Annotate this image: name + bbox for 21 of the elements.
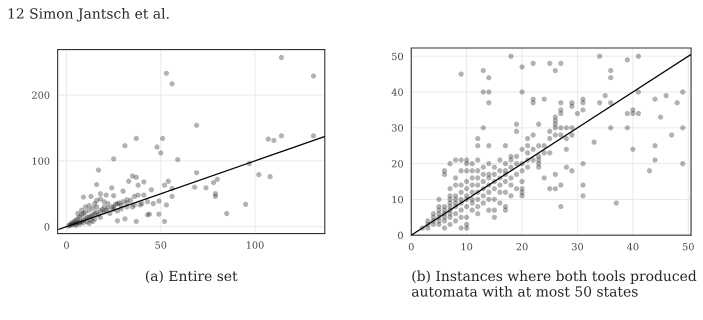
x-tick-label: 20 <box>516 243 528 250</box>
x-tick-label: 10 <box>462 243 472 250</box>
x-tick-label: 0 <box>64 241 69 249</box>
x-tick-label: 50 <box>682 243 694 250</box>
x-tick-label: 30 <box>572 243 584 250</box>
y-tick-label: 0 <box>44 223 50 231</box>
x-tick-label: 50 <box>155 241 166 249</box>
y-tick-label: 50 <box>392 52 403 60</box>
y-tick-label: 30 <box>392 124 403 132</box>
y-tick-label: 0 <box>398 232 403 240</box>
y-tick-label: 10 <box>392 196 403 204</box>
y-tick-label: 200 <box>32 92 50 99</box>
x-tick-label: 40 <box>626 243 638 250</box>
y-tick-label: 40 <box>392 88 403 96</box>
text: (a) Entire set <box>146 270 238 284</box>
text: (b) Instances where both tools produced automata with at most 50 states <box>412 270 696 297</box>
x-tick-label: 0 <box>408 243 414 250</box>
y-tick-label: 100 <box>32 157 50 165</box>
y-tick-label: 20 <box>392 160 403 168</box>
text: 12 Simon Jantsch et al. <box>8 8 169 22</box>
x-tick-label: 100 <box>246 241 264 249</box>
